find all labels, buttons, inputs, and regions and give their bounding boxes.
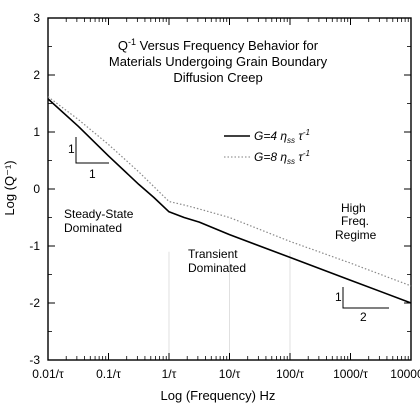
annotation-transient-2: Dominated	[188, 261, 246, 275]
y-tick-label: 1	[33, 125, 40, 139]
y-tick-label: -2	[29, 296, 40, 310]
slope-right-run-label: 2	[360, 310, 367, 324]
legend-label-g4: G=4 ηss τ-1	[254, 128, 310, 145]
slope-triangle-left: 1 1	[68, 137, 109, 181]
slope-triangle-left-lines	[75, 137, 109, 164]
x-tick-label: 0.1/τ	[96, 367, 121, 381]
x-tick-label: 1/τ	[162, 367, 177, 381]
y-tick-label: -1	[29, 239, 40, 253]
annotation-high-freq-1: High	[341, 201, 366, 215]
y-tick-label: 2	[33, 68, 40, 82]
annotation-high-freq-3: Regime	[335, 228, 377, 242]
chart-title-line-2: Materials Undergoing Grain Boundary	[109, 54, 328, 69]
chart-title-line-1: Q-1 Versus Frequency Behavior for	[118, 37, 319, 53]
slope-triangle-right: 1 2	[335, 287, 389, 324]
x-tick-label: 100/τ	[276, 367, 304, 381]
annotation-high-freq-2: Freq.	[341, 214, 369, 228]
slope-right-rise-label: 1	[335, 290, 342, 304]
legend-label-g8: G=8 ηss τ-1	[254, 149, 310, 166]
y-axis-title: Log (Q⁻¹)	[2, 160, 17, 215]
chart-title-line-3: Diffusion Creep	[173, 70, 262, 85]
y-tick-label: -3	[29, 353, 40, 367]
slope-left-rise-label: 1	[68, 142, 75, 156]
annotation-steady-state-2: Dominated	[64, 221, 122, 235]
x-tick-label: 10000/τ	[390, 367, 420, 381]
x-tick-label: 10/τ	[219, 367, 241, 381]
slope-triangle-right-lines	[342, 287, 389, 309]
x-axis-title: Log (Frequency) Hz	[161, 388, 276, 403]
x-tick-label: 1000/τ	[333, 367, 368, 381]
y-tick-label: 0	[33, 182, 40, 196]
x-tick-label: 0.01/τ	[32, 367, 64, 381]
series-line-g8	[47, 96, 412, 287]
y-tick-label: 3	[33, 11, 40, 25]
annotation-transient-1: Transient	[188, 247, 238, 261]
plot-area: 0.01/τ 0.1/τ 1/τ 10/τ 100/τ 1000/τ 10000/τ 3 2 1 0…	[29, 11, 420, 381]
slope-left-run-label: 1	[89, 167, 96, 181]
series-line-g4	[47, 98, 412, 304]
legend: G=4 ηss τ-1 G=8 ηss τ-1	[224, 128, 310, 166]
annotation-steady-state-1: Steady-State	[64, 207, 134, 221]
